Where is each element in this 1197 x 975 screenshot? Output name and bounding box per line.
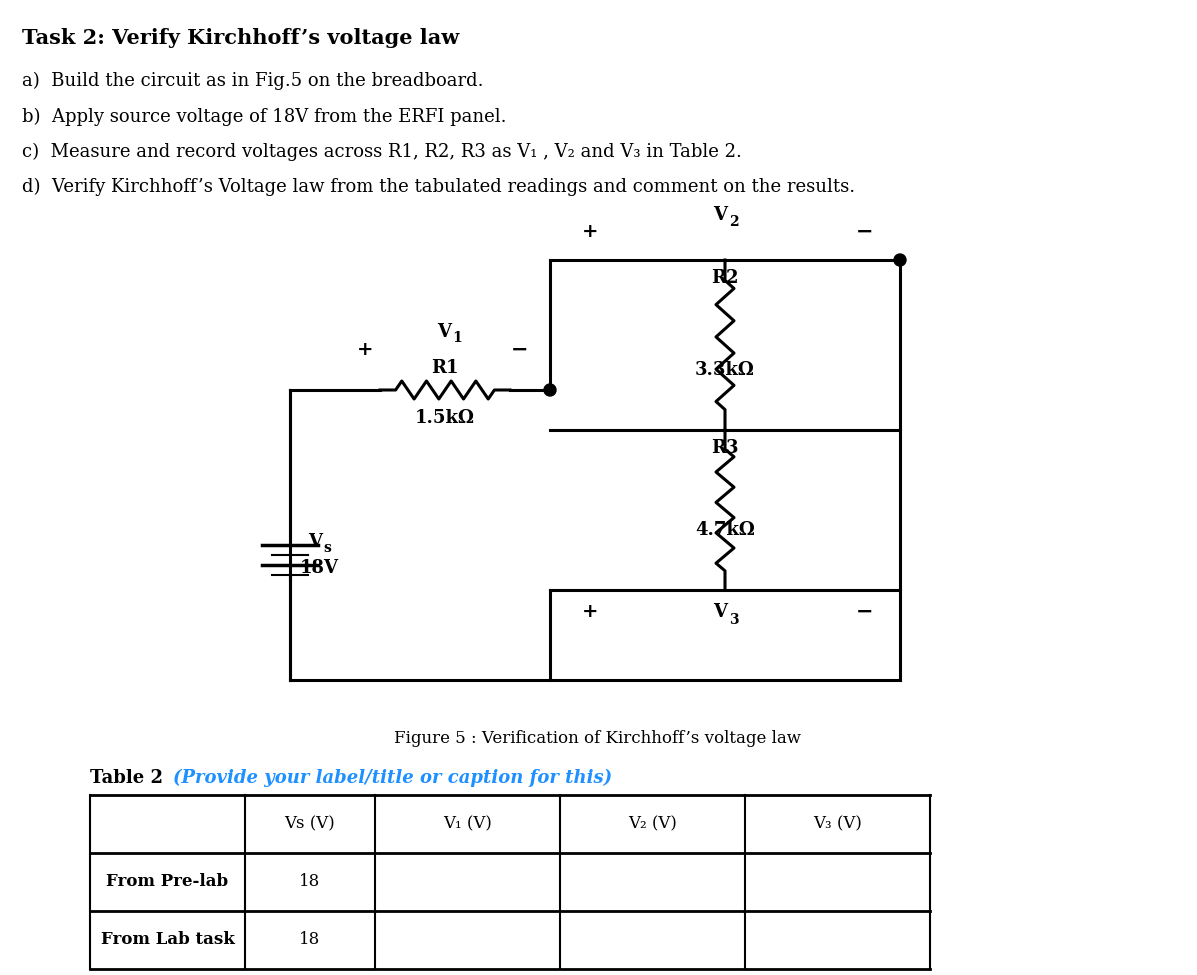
- Text: 4.7kΩ: 4.7kΩ: [695, 521, 755, 539]
- Text: 2: 2: [729, 215, 739, 229]
- Text: 3: 3: [729, 613, 739, 627]
- Text: −: −: [511, 340, 529, 360]
- Circle shape: [894, 254, 906, 266]
- Text: Figure 5 : Verification of Kirchhoff’s voltage law: Figure 5 : Verification of Kirchhoff’s v…: [395, 730, 802, 747]
- Text: V: V: [437, 323, 451, 341]
- Text: R3: R3: [711, 439, 739, 457]
- Text: V: V: [713, 206, 727, 224]
- Text: R1: R1: [431, 359, 458, 377]
- Text: V₃ (V): V₃ (V): [813, 815, 862, 833]
- Text: Table 2: Table 2: [90, 769, 169, 787]
- Text: −: −: [856, 602, 874, 622]
- Circle shape: [543, 384, 555, 396]
- Text: V₂ (V): V₂ (V): [628, 815, 678, 833]
- Text: −: −: [856, 222, 874, 242]
- Text: Task 2: Verify Kirchhoff’s voltage law: Task 2: Verify Kirchhoff’s voltage law: [22, 28, 460, 48]
- Text: V₁ (V): V₁ (V): [443, 815, 492, 833]
- Text: 1.5kΩ: 1.5kΩ: [415, 409, 475, 427]
- Text: +: +: [582, 223, 598, 241]
- Text: +: +: [357, 341, 373, 359]
- Text: 18V: 18V: [300, 559, 339, 577]
- Text: c)  Measure and record voltages across R1, R2, R3 as V₁ , V₂ and V₃ in Table 2.: c) Measure and record voltages across R1…: [22, 143, 742, 161]
- Text: b)  Apply source voltage of 18V from the ERFI panel.: b) Apply source voltage of 18V from the …: [22, 108, 506, 126]
- Text: From Pre-lab: From Pre-lab: [107, 874, 229, 890]
- Text: 18: 18: [299, 931, 321, 949]
- Text: 3.3kΩ: 3.3kΩ: [695, 361, 755, 379]
- Text: (Provide your label/title or caption for this): (Provide your label/title or caption for…: [174, 768, 612, 787]
- Text: 18: 18: [299, 874, 321, 890]
- Text: V: V: [308, 533, 322, 551]
- Text: From Lab task: From Lab task: [101, 931, 235, 949]
- Text: Vs (V): Vs (V): [285, 815, 335, 833]
- Text: 1: 1: [452, 331, 462, 345]
- Text: V: V: [713, 603, 727, 621]
- Text: d)  Verify Kirchhoff’s Voltage law from the tabulated readings and comment on th: d) Verify Kirchhoff’s Voltage law from t…: [22, 178, 855, 196]
- Text: R2: R2: [711, 269, 739, 287]
- Text: s: s: [323, 541, 330, 555]
- Text: +: +: [582, 603, 598, 621]
- Text: a)  Build the circuit as in Fig.5 on the breadboard.: a) Build the circuit as in Fig.5 on the …: [22, 72, 484, 91]
